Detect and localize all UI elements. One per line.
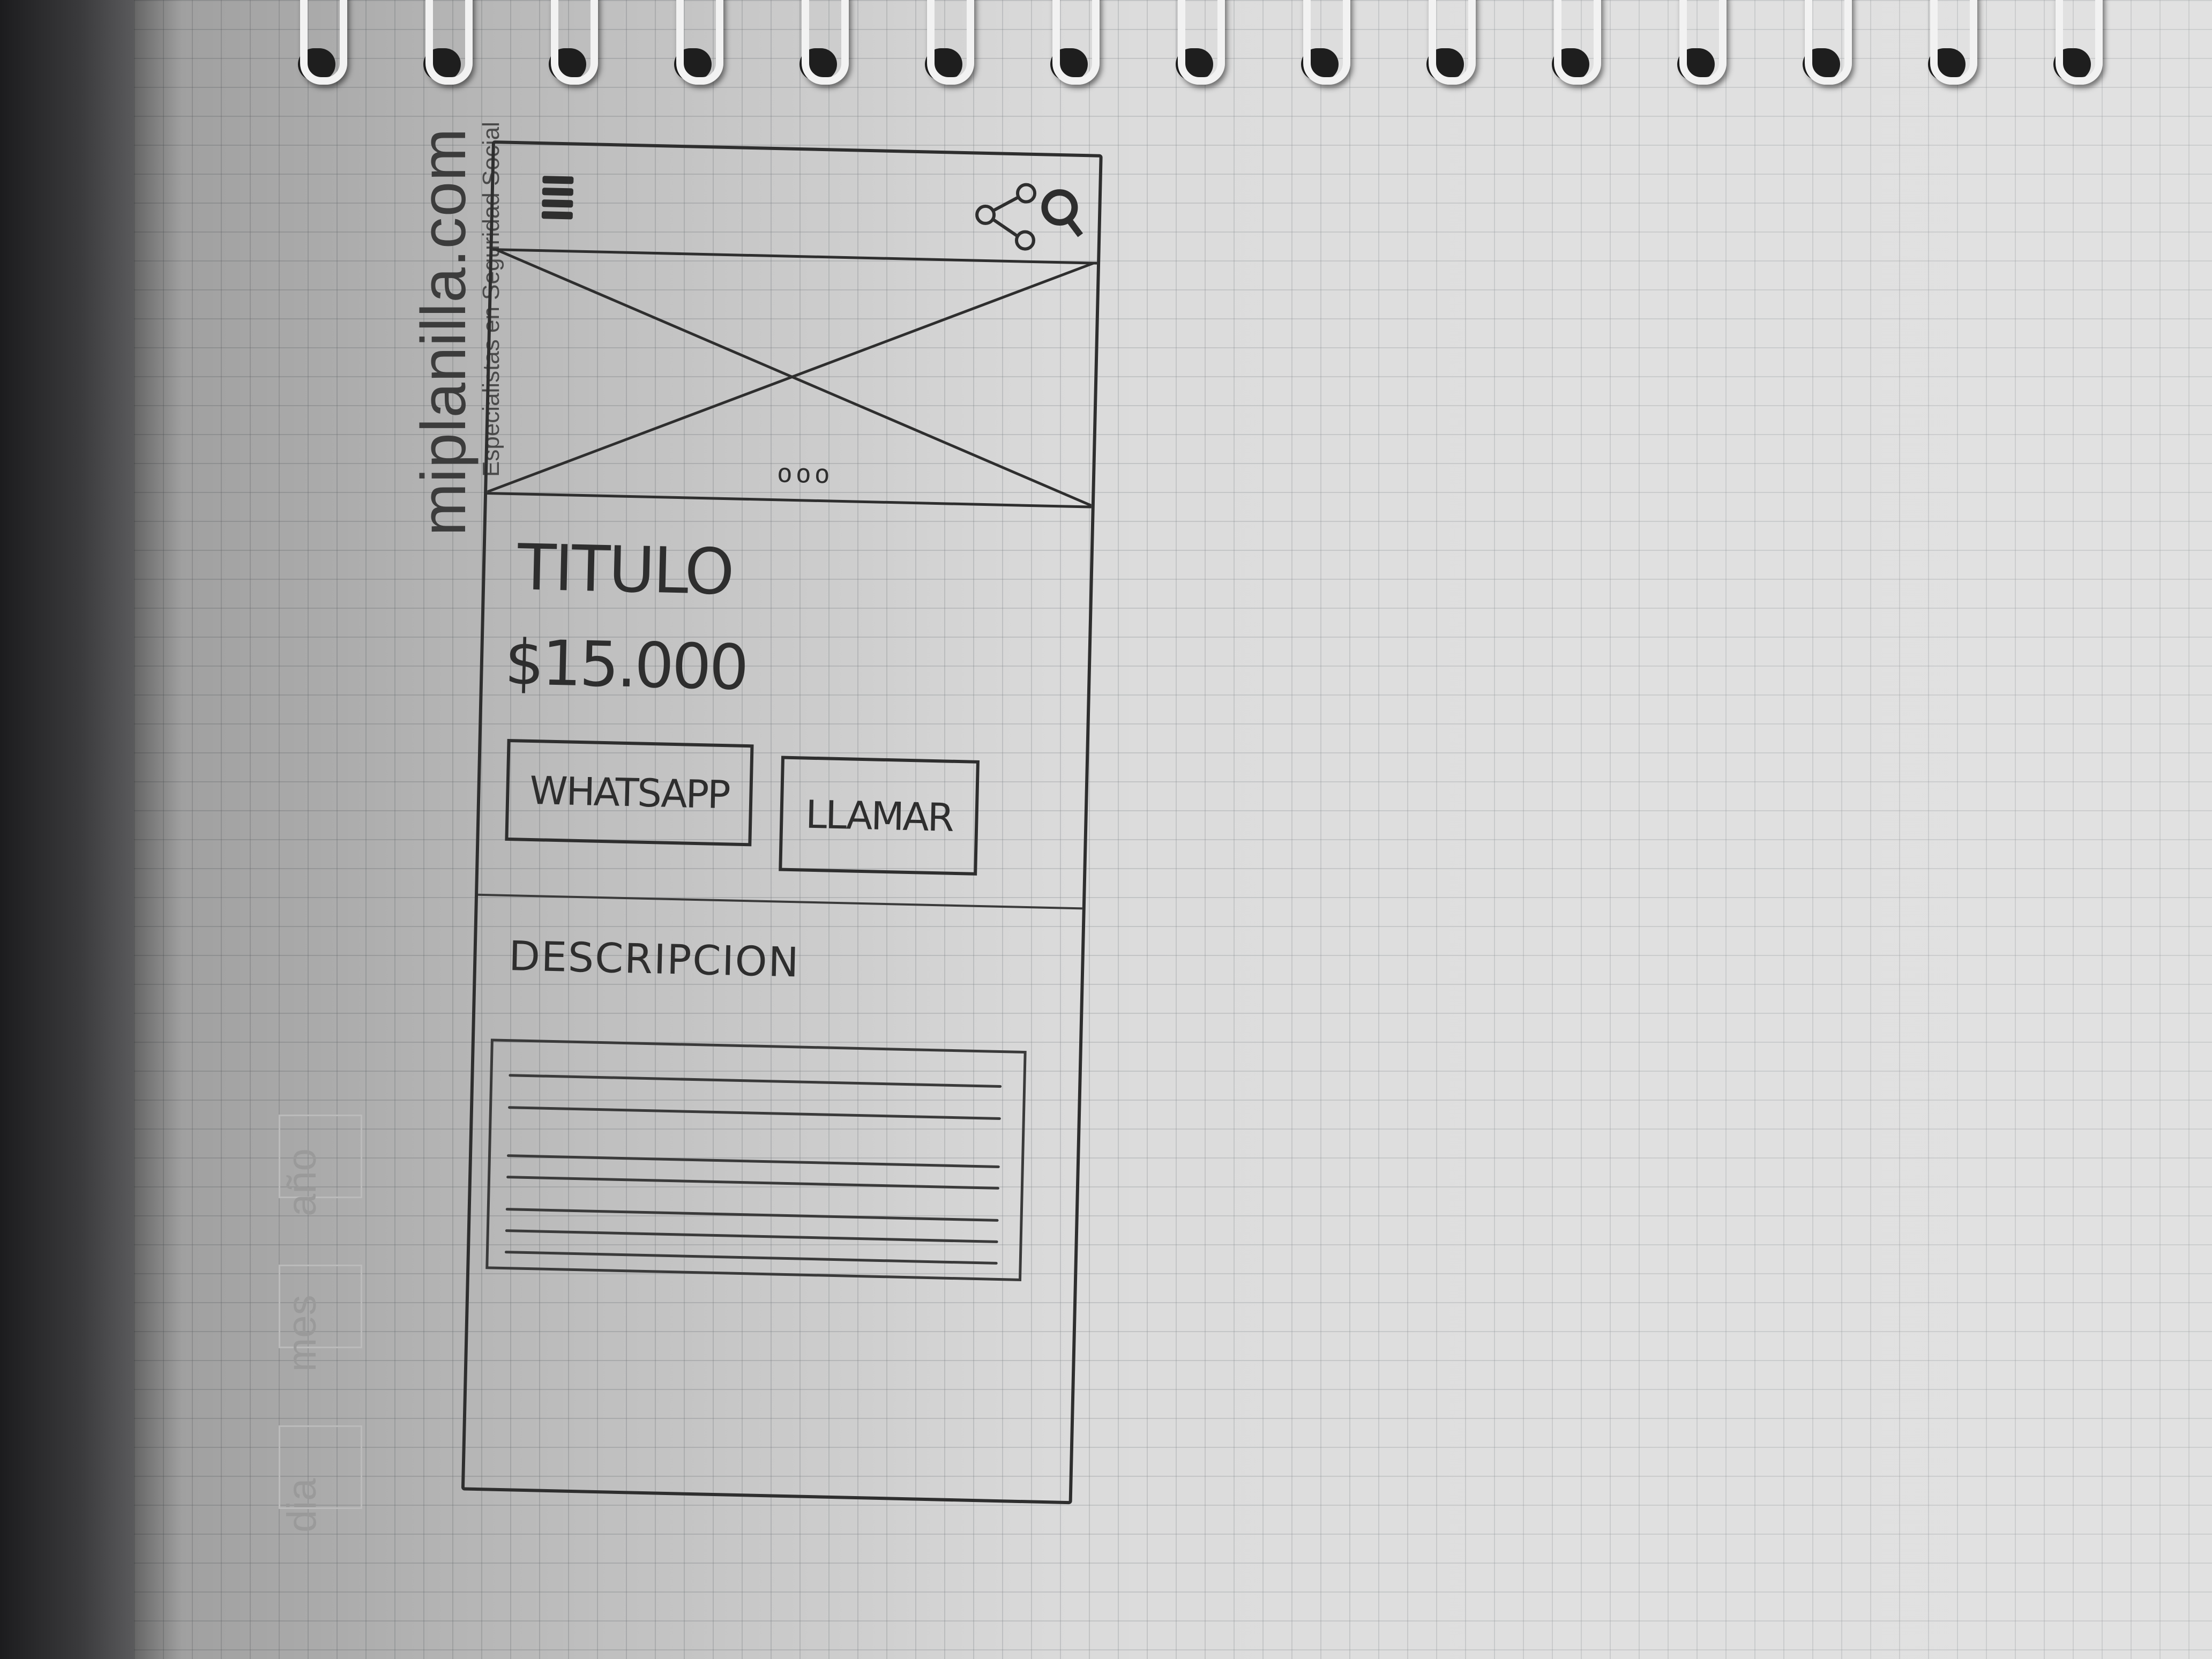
product-title: TITULO xyxy=(517,530,734,609)
spiral-ring xyxy=(1679,0,1727,85)
call-button[interactable]: LLAMAR xyxy=(779,756,980,876)
search-icon[interactable] xyxy=(1037,183,1087,243)
section-divider xyxy=(478,893,1082,910)
share-icon[interactable] xyxy=(974,181,1040,252)
date-year-label: año xyxy=(279,1148,325,1216)
spiral-ring xyxy=(1052,0,1100,85)
text-line xyxy=(504,1251,998,1265)
spiral-ring xyxy=(927,0,974,85)
spiral-ring xyxy=(300,0,347,85)
spiral-ring xyxy=(1303,0,1350,85)
text-line xyxy=(506,1154,1000,1168)
spiral-binding xyxy=(298,0,2212,102)
spiral-ring xyxy=(676,0,723,85)
product-price: $15.000 xyxy=(504,626,748,705)
text-line xyxy=(509,1074,1002,1088)
carousel-dots[interactable]: ooo xyxy=(776,458,834,490)
date-day-box xyxy=(279,1425,362,1509)
image-carousel[interactable]: ooo xyxy=(487,248,1097,509)
whatsapp-button[interactable]: WHATSAPP xyxy=(505,738,754,847)
spiral-ring xyxy=(1429,0,1476,85)
text-line xyxy=(505,1208,999,1222)
date-day-label: dia xyxy=(279,1478,325,1533)
page-edge-shadow xyxy=(134,0,182,1659)
date-month-box xyxy=(279,1265,362,1348)
spiral-ring xyxy=(551,0,598,85)
hamburger-icon[interactable] xyxy=(541,176,574,220)
spiral-ring xyxy=(1805,0,1852,85)
spiral-ring xyxy=(425,0,473,85)
text-line xyxy=(508,1106,1001,1120)
spiral-ring xyxy=(1930,0,1977,85)
desk-surface xyxy=(0,0,134,1659)
spiral-ring xyxy=(2056,0,2103,85)
image-placeholder-icon xyxy=(487,248,1097,506)
spiral-ring xyxy=(1178,0,1225,85)
spiral-ring xyxy=(802,0,849,85)
description-label: DESCRIPCION xyxy=(508,932,801,987)
phone-wireframe: ooo TITULO $15.000 WHATSAPP LLAMAR DESCR… xyxy=(461,140,1103,1505)
description-text-block xyxy=(485,1038,1027,1281)
text-line xyxy=(506,1176,999,1190)
date-month-label: mes xyxy=(279,1295,325,1372)
brand-name: miplanilla.com xyxy=(408,128,479,536)
wireframe-header xyxy=(492,144,1100,265)
date-year-box xyxy=(279,1115,362,1198)
notebook-page xyxy=(134,0,2212,1659)
spiral-ring xyxy=(1554,0,1601,85)
text-line xyxy=(505,1229,998,1243)
